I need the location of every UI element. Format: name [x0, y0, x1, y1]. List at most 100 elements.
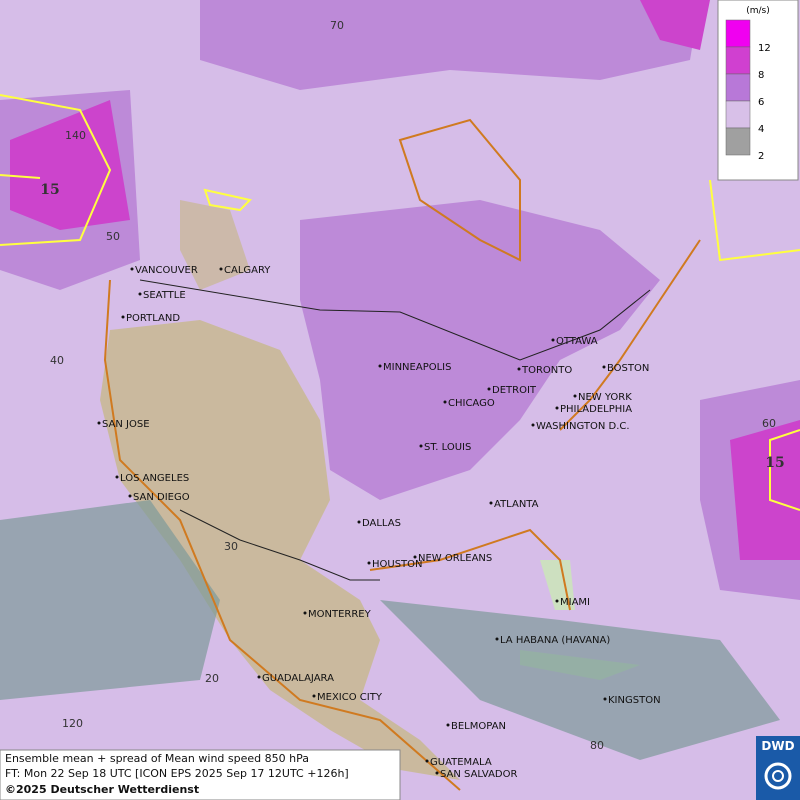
- logo-swirl: [772, 770, 784, 782]
- legend: (m/s) 12 8 6 4 2: [717, 0, 799, 181]
- city-dot: [115, 475, 119, 479]
- city-dot: [443, 400, 447, 404]
- city-label: CALGARY: [224, 265, 271, 276]
- city-dot: [138, 292, 142, 296]
- footer: Ensemble mean + spread of Mean wind spee…: [0, 749, 401, 800]
- legend-swatch: [725, 19, 751, 48]
- city-label: DETROIT: [492, 385, 537, 396]
- footer-line: FT: Mon 22 Sep 18 UTC [ICON EPS 2025 Sep…: [5, 767, 349, 780]
- city-dot: [303, 611, 307, 615]
- grid-label: 120: [62, 717, 83, 730]
- city-labels: VANCOUVER CALGARY SEATTLE PORTLAND MINNEAPOL…: [97, 265, 661, 780]
- city-label: CHICAGO: [448, 398, 495, 409]
- legend-items: 12 8 6 4 2: [725, 19, 771, 162]
- grid-label: 40: [50, 354, 64, 367]
- contour-label: 15: [765, 455, 784, 471]
- city-label: HOUSTON: [372, 559, 423, 570]
- grid-label: 60: [762, 417, 776, 430]
- city-dot: [425, 759, 429, 763]
- grid-label: 70: [330, 19, 344, 32]
- logo: DWD: [756, 736, 800, 800]
- city-label: OTTAWA: [556, 336, 598, 347]
- legend-swatch: [725, 46, 751, 75]
- city-dot: [419, 444, 423, 448]
- city-dot: [378, 364, 382, 368]
- city-label: LOS ANGELES: [120, 473, 189, 484]
- city-dot: [517, 367, 521, 371]
- city-dot: [495, 637, 499, 641]
- city-label: SEATTLE: [143, 290, 186, 301]
- legend-level: 12: [758, 43, 771, 54]
- footer-line: ©2025 Deutscher Wetterdienst: [5, 783, 199, 796]
- grid-label: 30: [224, 540, 238, 553]
- city-label: BELMOPAN: [451, 721, 506, 732]
- sea-spread: [0, 500, 780, 760]
- contour-label: 15: [40, 182, 59, 198]
- city-label: SAN JOSE: [102, 419, 150, 430]
- city-dot: [446, 723, 450, 727]
- city-label: LA HABANA (HAVANA): [500, 635, 610, 646]
- grid-label: 140: [65, 129, 86, 142]
- city-dot: [531, 423, 535, 427]
- grid-label: 20: [205, 672, 219, 685]
- city-dot: [413, 555, 417, 559]
- city-dot: [489, 501, 493, 505]
- city-label: WASHINGTON D.C.: [536, 421, 630, 432]
- city-dot: [555, 599, 559, 603]
- contours: [0, 94, 800, 511]
- city-label: NEW YORK: [578, 392, 632, 403]
- city-dot: [367, 561, 371, 565]
- city-dot: [219, 267, 223, 271]
- city-dot: [555, 406, 559, 410]
- city-dot: [357, 520, 361, 524]
- city-dot: [128, 494, 132, 498]
- city-label: MONTERREY: [308, 609, 372, 620]
- city-dot: [130, 267, 134, 271]
- legend-swatch: [725, 100, 751, 129]
- city-label: PHILADELPHIA: [560, 404, 632, 415]
- city-dot: [121, 315, 125, 319]
- city-label: VANCOUVER: [135, 265, 198, 276]
- city-label: MEXICO CITY: [317, 692, 383, 703]
- footer-box: [0, 749, 401, 800]
- city-dot: [487, 387, 491, 391]
- legend-swatch: [725, 73, 751, 102]
- legend-level: 6: [758, 97, 764, 108]
- coastlines: [103, 118, 701, 791]
- legend-unit: (m/s): [746, 6, 770, 16]
- city-label: SAN SALVADOR: [440, 769, 517, 780]
- city-label: SAN DIEGO: [133, 492, 190, 503]
- city-dot: [603, 697, 607, 701]
- grid-labels: 70 140 50 40 30 20 120 60 80: [50, 19, 776, 752]
- city-dot: [573, 394, 577, 398]
- city-label: DALLAS: [362, 518, 401, 529]
- city-label: GUADALAJARA: [262, 673, 334, 684]
- city-label: ATLANTA: [494, 499, 539, 510]
- city-dot: [97, 421, 101, 425]
- city-dot: [602, 365, 606, 369]
- city-label: BOSTON: [607, 363, 649, 374]
- city-label: MINNEAPOLIS: [383, 362, 451, 373]
- logo-swirl: [764, 762, 792, 790]
- city-label: GUATEMALA: [430, 757, 492, 768]
- grid-label: 80: [590, 739, 604, 752]
- city-label: KINGSTON: [608, 695, 661, 706]
- borders: [139, 279, 651, 581]
- legend-level: 2: [758, 151, 764, 162]
- city-dot: [312, 694, 316, 698]
- city-label: PORTLAND: [126, 313, 180, 324]
- city-dot: [551, 338, 555, 342]
- city-label: MIAMI: [560, 597, 590, 608]
- legend-level: 8: [758, 70, 764, 81]
- legend-level: 4: [758, 124, 764, 135]
- city-label: NEW ORLEANS: [418, 553, 492, 564]
- footer-line: Ensemble mean + spread of Mean wind spee…: [5, 752, 309, 765]
- legend-swatch: [725, 127, 751, 156]
- logo-text: DWD: [761, 739, 794, 753]
- city-dot: [257, 675, 261, 679]
- strong-wind: [10, 0, 800, 560]
- grid-label: 50: [106, 230, 120, 243]
- city-label: TORONTO: [521, 365, 572, 376]
- city-label: ST. LOUIS: [424, 442, 471, 453]
